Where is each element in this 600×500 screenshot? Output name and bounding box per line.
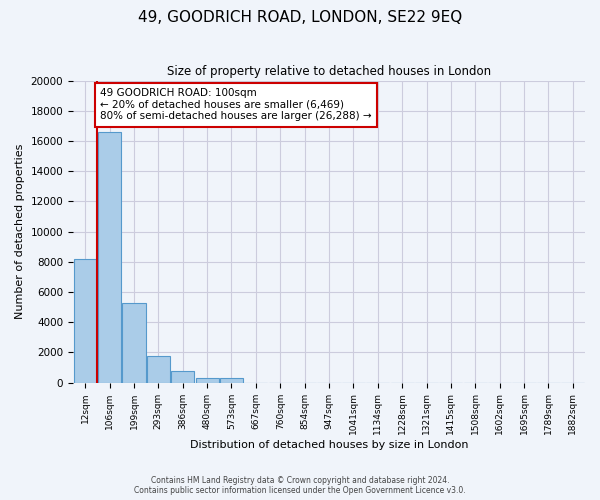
Title: Size of property relative to detached houses in London: Size of property relative to detached ho… [167,65,491,78]
Text: 49, GOODRICH ROAD, LONDON, SE22 9EQ: 49, GOODRICH ROAD, LONDON, SE22 9EQ [138,10,462,25]
Bar [220,378,243,382]
X-axis label: Distribution of detached houses by size in London: Distribution of detached houses by size … [190,440,468,450]
Bar [74,259,97,382]
Bar [147,356,170,382]
Bar [171,370,194,382]
Y-axis label: Number of detached properties: Number of detached properties [15,144,25,320]
Text: 49 GOODRICH ROAD: 100sqm
← 20% of detached houses are smaller (6,469)
80% of sem: 49 GOODRICH ROAD: 100sqm ← 20% of detach… [100,88,371,122]
Bar [196,378,218,382]
Bar [122,302,146,382]
Text: Contains HM Land Registry data © Crown copyright and database right 2024.
Contai: Contains HM Land Registry data © Crown c… [134,476,466,495]
Bar [98,132,121,382]
